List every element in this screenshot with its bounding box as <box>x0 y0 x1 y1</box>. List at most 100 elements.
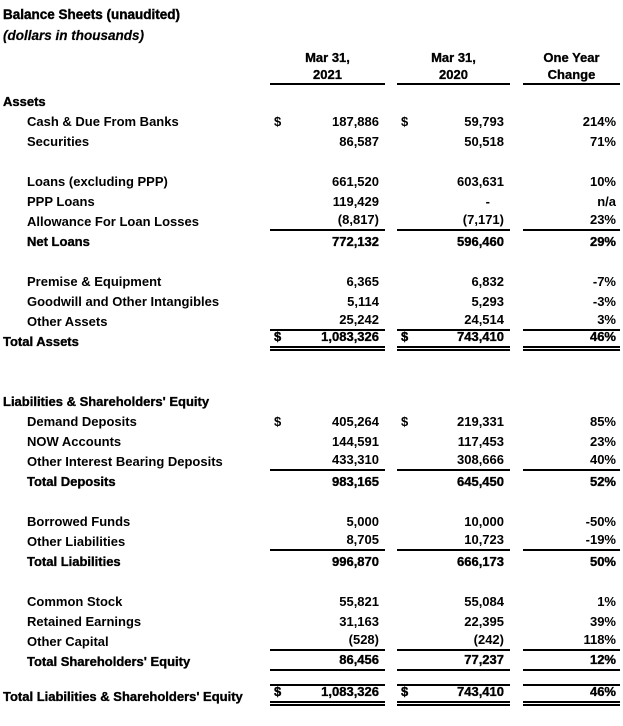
table-row: Goodwill and Other Intangibles 5,114 5,2… <box>3 291 620 311</box>
cell-one-year-change: -50% <box>585 514 616 529</box>
value-2021: 8,705 <box>346 532 379 547</box>
cell-2021: 996,870 <box>270 551 385 571</box>
value-2020: 743,410 <box>457 684 504 699</box>
cell-2021: 86,587 <box>270 131 385 151</box>
cell-2021: $ 1,083,326 <box>270 684 385 706</box>
col-2021-header-line2: 2021 <box>270 66 385 85</box>
cell-2021: 983,165 <box>270 471 385 491</box>
table-row <box>3 351 620 371</box>
dollar-sign-2021: $ <box>274 684 282 699</box>
cell-one-year-change: 118% <box>523 631 620 651</box>
balance-sheet-document: Balance Sheets (unaudited) (dollars in t… <box>3 7 620 706</box>
table-row: Other Interest Bearing Deposits 433,310 … <box>3 451 620 471</box>
cell-2021: $ 187,886 <box>270 111 385 131</box>
row-label: Total Deposits <box>27 474 116 489</box>
cell-2021: 86,456 <box>270 651 385 671</box>
value-2021: 86,456 <box>339 652 379 667</box>
value-2021: 661,520 <box>332 174 379 189</box>
table-row: Loans (excluding PPP) 661,520 603,631 10… <box>3 171 620 191</box>
cell-2020: 22,395 <box>397 611 510 631</box>
cell-2021 <box>270 371 385 391</box>
cell-2020: 77,237 <box>397 651 510 671</box>
cell-2021 <box>270 664 385 684</box>
row-label: Other Assets <box>27 314 108 329</box>
table-row: Liabilities & Shareholders' Equity <box>3 391 620 411</box>
row-label: Loans (excluding PPP) <box>27 174 168 189</box>
row-label: Borrowed Funds <box>27 514 131 529</box>
cell-2020: 10,723 <box>397 531 510 551</box>
cell-one-year-change: 50% <box>589 554 616 569</box>
value-2020: 666,173 <box>457 554 504 569</box>
table-row: Borrowed Funds 5,000 10,000 -50% <box>3 511 620 531</box>
value-2020: - <box>485 194 490 209</box>
cell-2021: 661,520 <box>270 171 385 191</box>
cell-2020: 603,631 <box>397 171 510 191</box>
value-2020: 50,518 <box>464 134 504 149</box>
value-2021: 31,163 <box>339 614 379 629</box>
cell-2020: $ 743,410 <box>397 684 510 706</box>
cell-one-year-change: 29% <box>589 234 616 249</box>
cell-2021 <box>270 151 385 171</box>
value-2021: 996,870 <box>332 554 379 569</box>
table-row: Total Shareholders' Equity 86,456 77,237… <box>3 651 620 671</box>
cell-one-year-change: 71% <box>589 134 616 149</box>
table-row <box>3 671 620 684</box>
cell-one-year-change: 52% <box>589 474 616 489</box>
dollar-sign-2021: $ <box>274 414 282 429</box>
cell-2020: (7,171) <box>397 211 510 231</box>
cell-2021: 31,163 <box>270 611 385 631</box>
cell-2020 <box>397 151 510 171</box>
value-2021: 1,083,326 <box>321 329 379 344</box>
cell-2021: (528) <box>270 631 385 651</box>
row-label: Allowance For Loan Losses <box>27 214 199 229</box>
table-row: Total Liabilities & Shareholders' Equity… <box>3 684 620 706</box>
cell-2021 <box>270 391 385 411</box>
table-row: Demand Deposits $ 405,264 $ 219,331 85% <box>3 411 620 431</box>
row-label: Total Assets <box>3 334 79 349</box>
row-label: PPP Loans <box>27 194 95 209</box>
cell-one-year-change: -7% <box>592 274 616 289</box>
cell-2021: 5,000 <box>270 511 385 531</box>
row-label: Retained Earnings <box>27 614 142 629</box>
value-2020: 219,331 <box>457 414 504 429</box>
table-row <box>3 151 620 171</box>
table-row: Retained Earnings 31,163 22,395 39% <box>3 611 620 631</box>
value-2021: 405,264 <box>332 414 379 429</box>
table-row: PPP Loans 119,429 - n/a <box>3 191 620 211</box>
cell-2020: 308,666 <box>397 451 510 471</box>
dollar-sign-2020: $ <box>401 114 409 129</box>
cell-one-year-change <box>523 151 620 171</box>
value-2020: 59,793 <box>464 114 504 129</box>
table-row <box>3 371 620 391</box>
row-label: Demand Deposits <box>27 414 137 429</box>
col-change-header-line1: One Year <box>543 50 600 65</box>
cell-2020: (242) <box>397 631 510 651</box>
cell-one-year-change: 214% <box>582 114 616 129</box>
value-2020: 22,395 <box>464 614 504 629</box>
row-label: Total Liabilities <box>27 554 121 569</box>
value-2020: 24,514 <box>464 312 504 327</box>
value-2021: 5,114 <box>347 294 379 309</box>
value-2021: 86,587 <box>339 134 379 149</box>
cell-one-year-change <box>523 664 620 684</box>
cell-2020: 50,518 <box>397 131 510 151</box>
cell-2021: 8,705 <box>270 531 385 551</box>
cell-2020: 24,514 <box>397 311 510 331</box>
row-label: Net Loans <box>27 234 90 249</box>
cell-2021: (8,817) <box>270 211 385 231</box>
row-label: Other Interest Bearing Deposits <box>27 454 223 469</box>
cell-2020: $ 743,410 <box>397 329 510 351</box>
row-label: Other Liabilities <box>27 534 126 549</box>
dollar-sign-2020: $ <box>401 414 409 429</box>
table-row: Allowance For Loan Losses (8,817) (7,171… <box>3 211 620 231</box>
cell-2021: 119,429 <box>270 191 385 211</box>
value-2020: 308,666 <box>457 452 504 467</box>
cell-one-year-change <box>523 391 620 411</box>
cell-one-year-change: 23% <box>523 211 620 231</box>
cell-2020: $ 59,793 <box>397 111 510 131</box>
value-2021: (528) <box>348 632 379 647</box>
table-row: Assets <box>3 91 620 111</box>
cell-2021: $ 1,083,326 <box>270 329 385 351</box>
cell-2020: 55,084 <box>397 591 510 611</box>
value-2020: 743,410 <box>457 329 504 344</box>
